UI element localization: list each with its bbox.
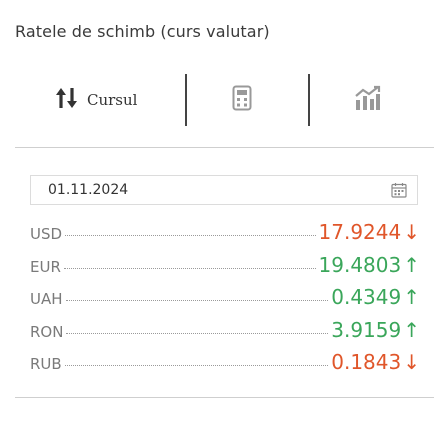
trend-up-icon: ↑ [403, 317, 420, 342]
rate-row-uah: UAH 0.4349 ↑ [30, 285, 420, 318]
calendar-icon[interactable] [391, 182, 407, 198]
tab-rates-label: Cursul [87, 91, 138, 109]
dotted-leader [66, 332, 329, 334]
currency-code: RUB [30, 355, 62, 373]
dotted-leader [65, 300, 329, 301]
currency-code: UAH [30, 290, 63, 308]
currency-code: RON [30, 322, 64, 341]
dotted-leader [65, 235, 316, 236]
rate-row-rub: RUB 0.1843 ↓ [30, 350, 420, 383]
rate-row-usd: USD 17.9244 ↓ [30, 220, 420, 253]
chart-icon [354, 85, 382, 115]
tab-bar: Cursul [15, 72, 432, 128]
trend-down-icon: ↓ [403, 350, 420, 374]
tab-rates[interactable]: Cursul [55, 72, 155, 128]
currency-code: USD [30, 225, 63, 243]
trend-up-icon: ↑ [403, 252, 420, 277]
rate-value: 17.9244 [318, 220, 402, 244]
date-input[interactable]: 01.11.2024 [30, 175, 418, 205]
divider [15, 397, 434, 398]
calculator-icon [232, 85, 252, 115]
rate-value: 3.9159 [331, 317, 402, 342]
currency-code: EUR [30, 257, 61, 276]
divider [15, 147, 434, 148]
rate-value: 0.1843 [331, 350, 402, 374]
up-down-arrows-icon [55, 87, 79, 113]
rate-row-eur: EUR 19.4803 ↑ [30, 253, 420, 286]
trend-down-icon: ↓ [403, 220, 420, 244]
dotted-leader [63, 267, 316, 269]
rates-list: USD 17.9244 ↓ EUR 19.4803 ↑ UAH 0.4349 ↑… [30, 220, 420, 383]
rate-row-ron: RON 3.9159 ↑ [30, 318, 420, 351]
rate-value: 0.4349 [331, 285, 402, 309]
rate-value: 19.4803 [318, 252, 402, 277]
dotted-leader [64, 365, 329, 366]
date-value: 01.11.2024 [48, 182, 129, 198]
trend-up-icon: ↑ [403, 285, 420, 309]
tab-divider [308, 74, 310, 126]
tab-chart[interactable] [341, 72, 395, 128]
tab-calculator[interactable] [215, 72, 269, 128]
page-title: Ratele de schimb (curs valutar) [15, 22, 270, 41]
tab-divider [185, 74, 187, 126]
